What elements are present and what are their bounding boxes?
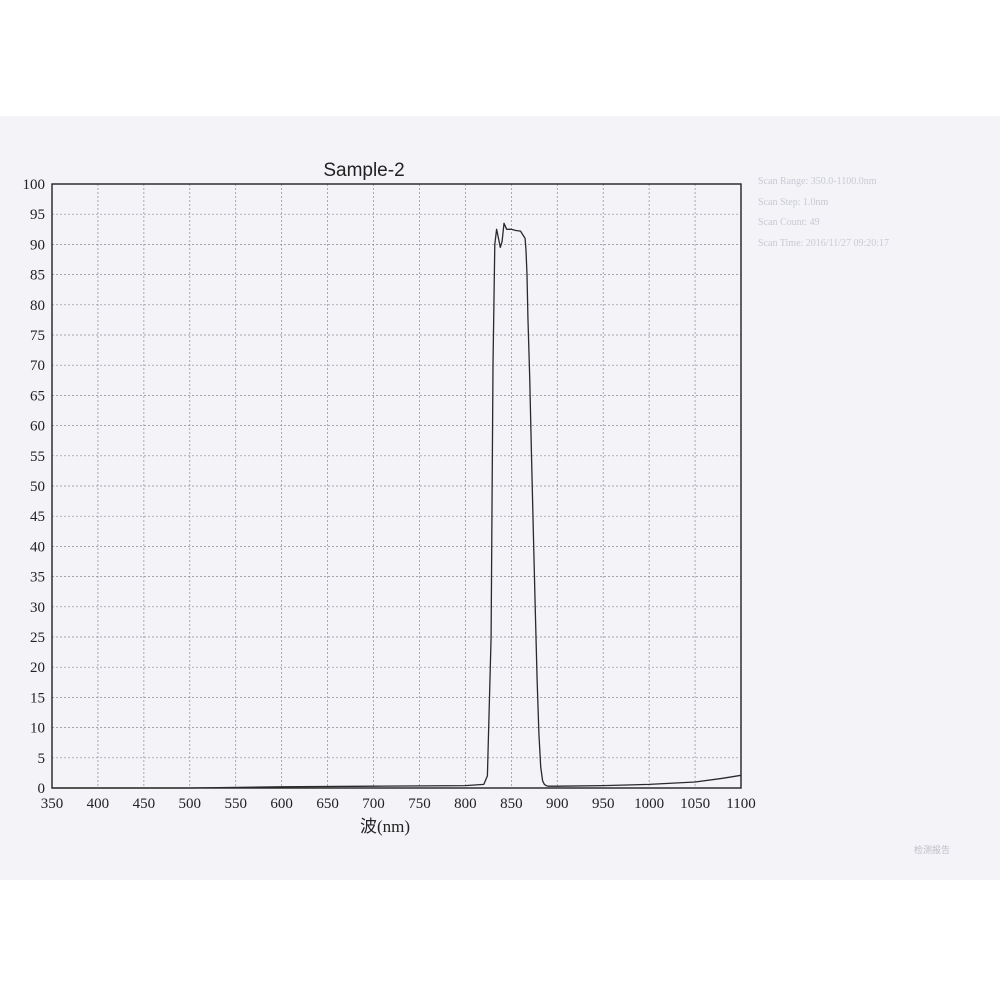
- y-tick-label: 70: [30, 358, 45, 374]
- y-tick-label: 45: [30, 509, 45, 525]
- x-tick-label: 850: [500, 796, 523, 812]
- y-tick-label: 55: [30, 449, 45, 465]
- x-tick-label: 1050: [680, 796, 710, 812]
- x-tick-label: 450: [133, 796, 156, 812]
- y-tick-label: 40: [30, 539, 45, 555]
- y-tick-label: 65: [30, 388, 45, 404]
- y-tick-label: 60: [30, 419, 45, 435]
- scan-range-text: Scan Range: 350.0-1100.0nm: [758, 176, 877, 187]
- grid: [52, 184, 741, 788]
- y-tick-label: 5: [38, 751, 46, 767]
- x-tick-label: 400: [87, 796, 110, 812]
- y-tick-label: 15: [30, 690, 45, 706]
- x-axis-label: 波(nm): [360, 817, 410, 836]
- x-tick-label: 1000: [634, 796, 664, 812]
- x-tick-label: 550: [224, 796, 247, 812]
- x-tick-label: 950: [592, 796, 615, 812]
- x-tick-label: 350: [41, 796, 64, 812]
- y-tick-label: 0: [38, 781, 46, 797]
- scan-time-text: Scan Time: 2016/11/27 09:20:17: [758, 237, 890, 249]
- x-tick-label: 1100: [726, 796, 755, 812]
- y-tick-label: 95: [30, 207, 45, 223]
- footer-mark: 检测报告: [914, 845, 951, 855]
- x-tick-label: 750: [408, 796, 431, 812]
- y-tick-label: 20: [30, 660, 45, 676]
- x-tick-label: 600: [270, 796, 293, 812]
- y-tick-label: 75: [30, 328, 45, 344]
- y-tick-label: 30: [30, 600, 45, 616]
- y-tick-label: 35: [30, 570, 45, 586]
- scan-step-text: Scan Step: 1.0nm: [758, 196, 829, 208]
- y-tick-label: 90: [30, 237, 45, 253]
- y-tick-label: 10: [30, 721, 45, 737]
- scan-info-panel: Scan Range: 350.0-1100.0nm Scan Step: 1.…: [758, 172, 988, 254]
- plot-frame: [51, 183, 742, 789]
- x-tick-label: 700: [362, 796, 385, 812]
- x-tick-label: 800: [454, 796, 477, 812]
- scan-count-text: Scan Count: 49: [758, 217, 820, 228]
- y-tick-label: 100: [23, 177, 46, 193]
- y-tick-label: 80: [30, 298, 45, 314]
- y-tick-labels: 0 5 10 15 20 25 30 35 40 45 50 55 60 65 70 75 80 85 90 95 10…: [23, 177, 46, 797]
- y-tick-label: 85: [30, 268, 45, 284]
- x-tick-label: 500: [179, 796, 202, 812]
- chart-title: Sample-2: [323, 160, 404, 181]
- x-tick-label: 650: [316, 796, 339, 812]
- series-line-transmission: [52, 222, 742, 789]
- y-tick-label: 50: [30, 479, 45, 495]
- y-tick-label: 25: [30, 630, 45, 646]
- x-tick-labels: 350 400 450 500 550 600 650 700 750 800 850 900 950 1…: [41, 796, 756, 812]
- x-tick-label: 900: [546, 796, 569, 812]
